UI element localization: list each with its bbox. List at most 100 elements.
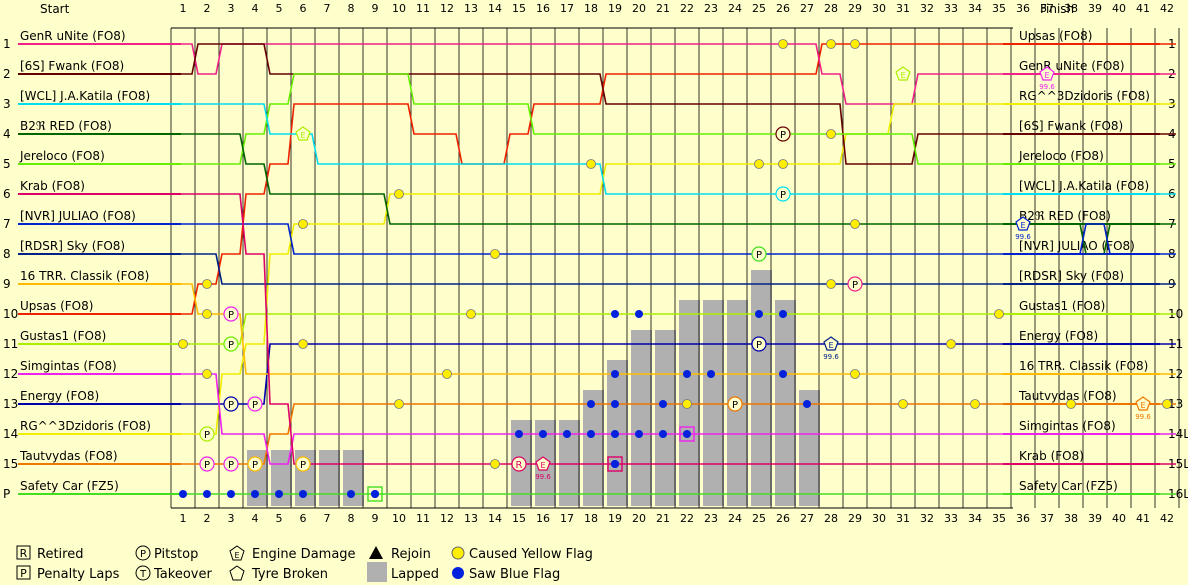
lap-number-bottom: 8	[348, 512, 355, 525]
lap-number-top: 42	[1160, 2, 1174, 15]
yellow-flag-marker	[898, 399, 908, 409]
lapped-bar	[343, 450, 364, 506]
lap-number-bottom: 31	[896, 512, 910, 525]
lap-number-top: 11	[416, 2, 430, 15]
lap-number-top: 20	[632, 2, 646, 15]
pitstop-marker-letter: P	[228, 400, 234, 411]
lap-number-top: 26	[776, 2, 790, 15]
lap-number-top: 6	[300, 2, 307, 15]
lap-number-bottom: 41	[1136, 512, 1150, 525]
finish-driver-name: [NVR] JULIAO (FO8)	[1019, 239, 1135, 253]
lap-number-top: 23	[704, 2, 718, 15]
blue-flag-marker	[587, 430, 595, 438]
series-line	[171, 313, 1176, 345]
lapped-bar	[751, 270, 772, 506]
blue-flag-marker	[803, 400, 811, 408]
penalty-marker-dot	[371, 490, 379, 498]
start-position-number: 11	[3, 337, 18, 351]
start-header: Start	[40, 2, 70, 16]
yellow-flag-marker	[850, 39, 860, 49]
lap-number-top: 18	[584, 2, 598, 15]
legend-retired: R Retired	[16, 545, 83, 562]
pitstop-marker	[223, 396, 239, 412]
pitstop-marker	[223, 336, 239, 352]
lap-number-top: 3	[228, 2, 235, 15]
start-driver-name: RG^^3Dzidoris (FO8)	[20, 419, 151, 433]
blue-flag-icon	[452, 567, 464, 579]
pitstop-marker-letter: P	[780, 130, 786, 141]
legend-pitstop: P Pitstop	[135, 545, 198, 562]
legend-blue-label: Saw Blue Flag	[469, 567, 560, 582]
pitstop-marker	[847, 276, 863, 292]
lap-number-bottom: 5	[276, 512, 283, 525]
lap-number-bottom: 11	[416, 512, 430, 525]
legend-yellow: Caused Yellow Flag	[451, 546, 593, 562]
pitstop-marker-letter: P	[228, 310, 234, 321]
lap-number-bottom: 14	[488, 512, 502, 525]
lap-number-top: 17	[560, 2, 574, 15]
lapped-bar	[799, 390, 820, 506]
finish-header: Finish	[1040, 2, 1074, 16]
start-position-number: P	[3, 487, 10, 501]
start-driver-name: Tautvydas (FO8)	[19, 449, 118, 463]
series-line	[171, 283, 1176, 375]
yellow-flag-marker	[850, 219, 860, 229]
penalty-marker	[367, 486, 383, 502]
pitstop-marker	[775, 186, 791, 202]
series-line	[171, 403, 1176, 465]
lap-number-bottom: 28	[824, 512, 838, 525]
blue-flag-marker	[347, 490, 355, 498]
yellow-flag-marker	[394, 189, 404, 199]
lap-number-bottom: 27	[800, 512, 814, 525]
pitstop-marker	[727, 396, 743, 412]
lap-number-bottom: 34	[968, 512, 982, 525]
pitstop-marker-letter: P	[732, 400, 738, 411]
lap-number-top: 25	[752, 2, 766, 15]
svg-text:T: T	[139, 569, 147, 580]
lap-number-bottom: 25	[752, 512, 766, 525]
legend-blue: Saw Blue Flag	[452, 567, 560, 582]
series-line	[171, 223, 1176, 255]
yellow-flag-marker	[442, 369, 452, 379]
penalty-marker	[679, 426, 695, 442]
start-driver-name: [6S] Fwank (FO8)	[20, 59, 124, 73]
lap-number-bottom: 18	[584, 512, 598, 525]
lap-number-bottom: 4	[252, 512, 259, 525]
start-driver-name: B2ℜ RED (FO8)	[20, 119, 112, 133]
pitstop-icon	[135, 545, 151, 561]
yellow-flag-marker	[826, 129, 836, 139]
lap-number-bottom: 13	[464, 512, 478, 525]
penalty-marker-dot	[611, 460, 619, 468]
blue-flag-marker	[707, 370, 715, 378]
lap-number-top: 32	[920, 2, 934, 15]
svg-text:E: E	[234, 551, 239, 560]
series-line	[171, 43, 1176, 105]
blue-flag-marker	[635, 310, 643, 318]
yellow-flag-marker	[490, 459, 500, 469]
engine-damage-marker	[1039, 66, 1055, 81]
pitstop-marker	[247, 396, 263, 412]
blue-flag-marker	[635, 430, 643, 438]
start-position-number: 1	[3, 37, 11, 51]
penalty-marker	[607, 456, 623, 472]
blue-flag-marker	[251, 490, 259, 498]
blue-flag-marker	[779, 370, 787, 378]
legend-engine: E Engine Damage	[229, 545, 356, 562]
series-line	[171, 193, 1176, 465]
finish-driver-name: Upsas (FO8)	[1019, 29, 1092, 43]
yellow-flag-marker	[850, 369, 860, 379]
start-driver-name: Jereloco (FO8)	[19, 149, 105, 163]
legend-lapped-label: Lapped	[391, 567, 439, 582]
series-line	[171, 133, 1176, 255]
legend-pitstop-label: Pitstop	[154, 547, 198, 562]
yellow-flag-marker	[202, 279, 212, 289]
finish-driver-name: [RDSR] Sky (FO8)	[1019, 269, 1124, 283]
lapped-bar	[655, 330, 676, 506]
lap-number-top: 36	[1016, 2, 1030, 15]
legend-rejoin-label: Rejoin	[391, 547, 431, 562]
series-line	[171, 73, 1176, 165]
lap-number-bottom: 26	[776, 512, 790, 525]
lap-number-top: 7	[324, 2, 331, 15]
start-driver-name: 16 TRR. Classik (FO8)	[20, 269, 149, 283]
penalty-marker-dot	[683, 430, 691, 438]
